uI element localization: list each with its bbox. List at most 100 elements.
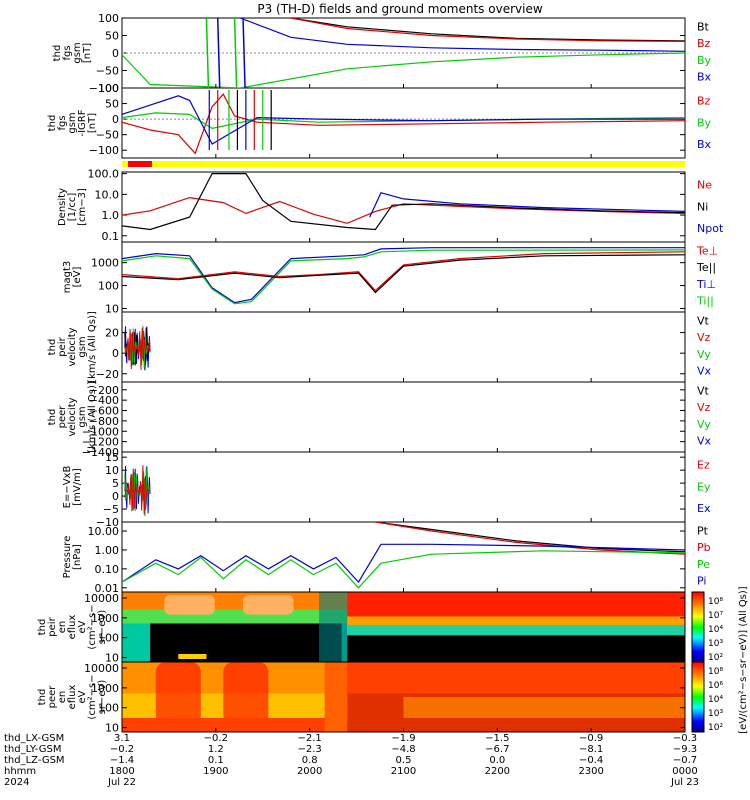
y-tick-label: 10.00 xyxy=(88,525,120,538)
ylabel-line: en xyxy=(57,691,68,704)
panel-frame-density xyxy=(121,171,686,243)
ylabel-line: [1/cc] xyxy=(67,193,78,222)
legend-vz: Vz xyxy=(697,401,711,414)
x-tick-lz: 0.8 xyxy=(302,755,318,766)
ylabel-line: eV xyxy=(77,620,88,633)
x-tick-time: 2200 xyxy=(485,766,510,777)
ylabel-line: (cm²−s− xyxy=(87,604,98,649)
legend-vx: Vx xyxy=(697,435,712,448)
legend-ti||: Ti|| xyxy=(696,295,714,308)
y-tick-label: 0 xyxy=(112,490,119,503)
series-temp-te|| xyxy=(122,254,685,294)
x-tick-lx: −0.2 xyxy=(204,733,228,744)
legend-ti⊥: Ti⊥ xyxy=(696,278,716,291)
ylabel-line: peir xyxy=(47,616,58,636)
y-tick-label: 20 xyxy=(105,327,119,340)
legend-vy: Vy xyxy=(697,418,711,431)
ylabel-pressure: Pressure [nPa] xyxy=(62,536,83,579)
y-tick-label: −1400 xyxy=(82,446,119,459)
legend-vt: Vt xyxy=(697,385,710,398)
series-pressure-pi xyxy=(122,543,685,584)
x-tick-ly: 1.2 xyxy=(208,744,224,755)
x-tick-lx: −0.3 xyxy=(673,733,697,744)
y-tick-label: 5 xyxy=(112,477,119,490)
x-tick-lx: −0.9 xyxy=(579,733,603,744)
legend-ni: Ni xyxy=(697,200,708,213)
legend-pe: Pe xyxy=(697,558,710,571)
legend-pt: Pt xyxy=(697,525,709,538)
ylabel-line: thd xyxy=(47,409,58,426)
panel-frame-peer_v xyxy=(121,381,686,453)
series-temp-ti⊥ xyxy=(122,247,685,304)
legend-bx: Bx xyxy=(697,71,712,84)
x-row-label: thd_LZ-GSM xyxy=(4,755,65,766)
legend-bz: Bz xyxy=(697,37,711,50)
x-tick-lz: 0.5 xyxy=(396,755,412,766)
ylabel-line: thd xyxy=(47,339,58,356)
y-tick-label: 0.10 xyxy=(95,563,120,576)
legend-vz: Vz xyxy=(697,331,711,344)
ylabel-fgs_z: thd fgs gsm -IGRF [nT] xyxy=(47,109,98,136)
x-tick-time: 2000 xyxy=(297,766,322,777)
ylabel-line: velocity xyxy=(67,327,78,366)
ylabel-peir_spec: thd peir en eflux eV (cm²−s− sr−eV) xyxy=(37,604,108,649)
ylabel-line: fgs xyxy=(57,115,68,130)
y-tick-label: 15 xyxy=(105,451,119,464)
ylabel-line: -IGRF xyxy=(77,109,88,136)
ylabel-line: thd xyxy=(52,45,63,62)
x-row-label: hhmm xyxy=(4,766,36,777)
x-tick-lz: 0.0 xyxy=(489,755,505,766)
y-tick-label: 0 xyxy=(112,347,119,360)
burst-series xyxy=(124,325,151,369)
y-tick-label: −10 xyxy=(96,516,119,529)
legend-te||: Te|| xyxy=(696,261,716,274)
series-temp-ti|| xyxy=(122,249,685,305)
ylabel-line: peer xyxy=(57,405,68,429)
ylabel-line: [nPa] xyxy=(72,544,83,570)
ylabel-line: velocity xyxy=(67,397,78,436)
panel-frame-efield xyxy=(121,451,686,523)
x-tick-lx: 3.1 xyxy=(114,733,130,744)
x-tick-lz: −0.7 xyxy=(673,755,697,766)
y-tick-label: −20 xyxy=(96,368,119,381)
ylabel-line: (cm²−s− xyxy=(87,674,98,719)
ylabel-line: en xyxy=(57,621,68,634)
ylabel-line: Density xyxy=(57,188,68,226)
fgs-spike xyxy=(205,18,210,88)
colorbar-tick-label: 10⁷ xyxy=(708,611,723,621)
y-tick-label: 10 xyxy=(105,302,119,315)
legend-by: By xyxy=(697,116,712,129)
colorbar-tick-label: 10⁶ xyxy=(708,681,723,691)
ylabel-density: Density [1/cc] [cm−3] xyxy=(57,188,88,226)
x-tick-lx: −1.5 xyxy=(485,733,509,744)
ylabel-line: [cm−3] xyxy=(77,188,88,226)
ylabel-line: [nT] xyxy=(87,113,98,133)
legend-vx: Vx xyxy=(697,365,712,378)
colorbar-tick-label: 10² xyxy=(708,723,723,733)
ylabel-line: thd xyxy=(37,689,48,706)
ylabel-line: eflux xyxy=(67,685,78,710)
ylabel-temp: magt3 [eV] xyxy=(62,261,83,294)
ylabel-peir_v: thd peir velocity gsm [km/s (All Qs)] xyxy=(47,311,98,383)
x-tick-time: 1900 xyxy=(203,766,228,777)
colorbar-peir_spec xyxy=(691,591,705,663)
y-tick-label: −1200 xyxy=(82,436,119,449)
series-fgs-bz xyxy=(290,18,685,42)
legend-bx: Bx xyxy=(697,138,712,151)
colorbar-tick-label: 10⁸ xyxy=(708,667,723,677)
y-tick-label: 100 xyxy=(98,632,119,645)
x-tick-time: 0000 xyxy=(672,766,697,777)
y-tick-label: 100 xyxy=(98,702,119,715)
legend-ey: Ey xyxy=(697,480,711,493)
series-density-ni xyxy=(122,173,685,231)
ylabel-line: eflux xyxy=(67,615,78,640)
panel-frame-pressure xyxy=(121,521,686,593)
colorbar-tick-label: 10⁸ xyxy=(708,597,723,607)
y-tick-label: 1000 xyxy=(91,612,119,625)
fgs-spike xyxy=(216,18,221,88)
y-tick-label: 0.01 xyxy=(95,582,120,595)
colorbar-tick-label: 10⁴ xyxy=(708,625,723,635)
y-tick-label: 10 xyxy=(105,464,119,477)
y-tick-label: 1.0 xyxy=(102,209,120,222)
